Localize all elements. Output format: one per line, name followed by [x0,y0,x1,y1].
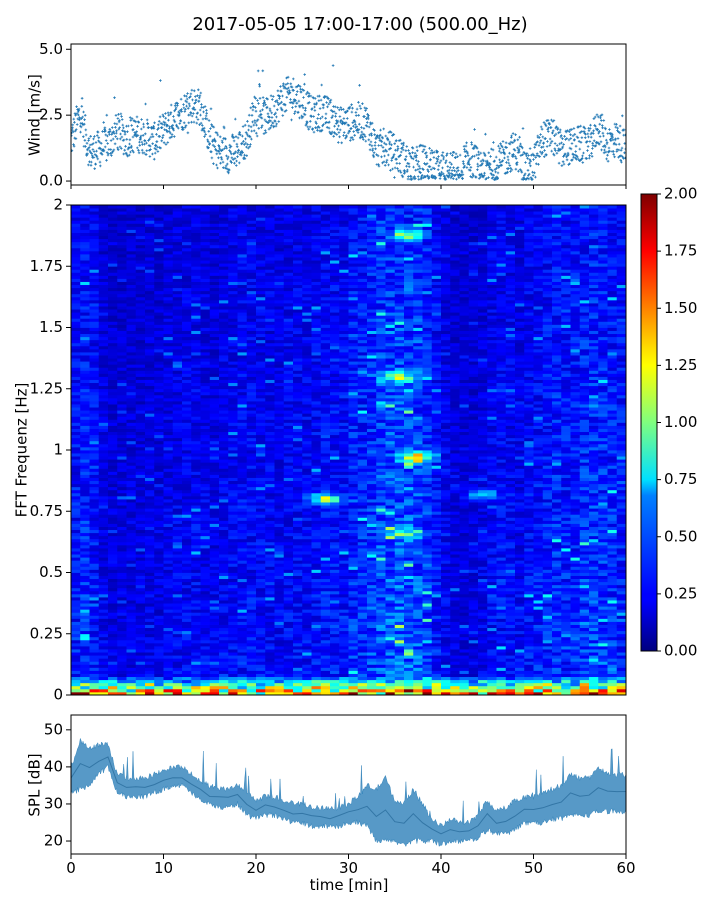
colorbar-tick-label: 2.00 [664,185,697,203]
spectrogram-y-tick-label: 0 [53,686,63,704]
spl-y-tick-label: 50 [44,720,63,738]
colorbar: 0.00 0.25 0.50 0.75 1.00 1.25 1.50 1.75 2.00 [640,185,697,660]
spectrogram-heatmap [71,205,626,695]
spl-x-ticks: 0 10 20 30 40 50 60 [66,854,636,877]
spectrogram-y-tick-label: 0.75 [30,502,63,520]
spl-x-tick-label: 10 [154,859,173,877]
spl-median-line [71,756,626,835]
wind-axes-frame [70,43,627,186]
spectrogram-y-tick-label: 2 [53,196,63,214]
spectrogram-y-axis-label: FFT Frequenz [Hz] [13,383,31,518]
wind-scatter-points [71,64,626,181]
spectrogram-y-tick-label: 1.75 [30,257,63,275]
spectrogram-y-ticks: 0 0.25 0.5 0.75 1 1.25 1.5 1.75 2 [30,196,71,704]
spectrogram-y-tick-label: 1 [53,441,63,459]
spl-area-series [71,737,626,848]
wind-markers [71,64,626,181]
colorbar-tick-label: 1.00 [664,413,697,431]
colorbar-gradient [641,194,657,651]
spl-panel: 20 30 40 50 0 10 20 30 40 50 60 SPL [dB] time [mi… [26,714,636,894]
spectrogram-y-tick-label: 1.25 [30,379,63,397]
wind-y-axis-label: Wind [m/s] [26,74,44,156]
x-axis-label: time [min] [310,876,389,894]
wind-x-tick-marks [70,185,627,189]
spl-x-tick-label: 30 [339,859,358,877]
spl-x-tick-label: 60 [616,859,635,877]
wind-y-tick-label: 0.0 [39,172,63,190]
spl-band [71,737,626,848]
wind-y-tick-label: 2.5 [39,106,63,124]
colorbar-tick-label: 0.25 [664,584,697,602]
spl-y-tick-label: 40 [44,757,63,775]
colorbar-ticks: 0.00 0.25 0.50 0.75 1.00 1.25 1.50 1.75 2.00 [657,185,697,660]
spectrogram-y-tick-label: 1.5 [39,318,63,336]
chart-title: 2017-05-05 17:00-17:00 (500.00_Hz) [192,14,528,35]
wind-y-ticks: 0.0 2.5 5.0 [39,40,71,190]
spl-y-tick-label: 30 [44,794,63,812]
colorbar-tick-label: 1.25 [664,356,697,374]
spectrogram-panel: 0 0.25 0.5 0.75 1 1.25 1.5 1.75 2 FFT Frequenz [… [13,196,627,704]
wind-panel: 0.0 2.5 5.0 Wind [m/s] [26,40,627,190]
spl-y-ticks: 20 30 40 50 [44,720,71,850]
colorbar-tick-label: 0.75 [664,470,697,488]
spl-y-axis-label: SPL [dB] [26,753,44,816]
spl-x-tick-label: 40 [431,859,450,877]
colorbar-tick-label: 1.75 [664,242,697,260]
wind-y-tick-label: 5.0 [39,40,63,58]
colorbar-tick-label: 1.50 [664,299,697,317]
spl-x-tick-label: 50 [524,859,543,877]
colorbar-tick-label: 0.00 [664,642,697,660]
spl-x-tick-label: 0 [66,859,76,877]
spectrogram-y-tick-label: 0.25 [30,624,63,642]
colorbar-tick-label: 0.50 [664,527,697,545]
spl-y-tick-label: 20 [44,832,63,850]
spl-x-tick-label: 20 [246,859,265,877]
spectrogram-y-tick-label: 0.5 [39,563,63,581]
